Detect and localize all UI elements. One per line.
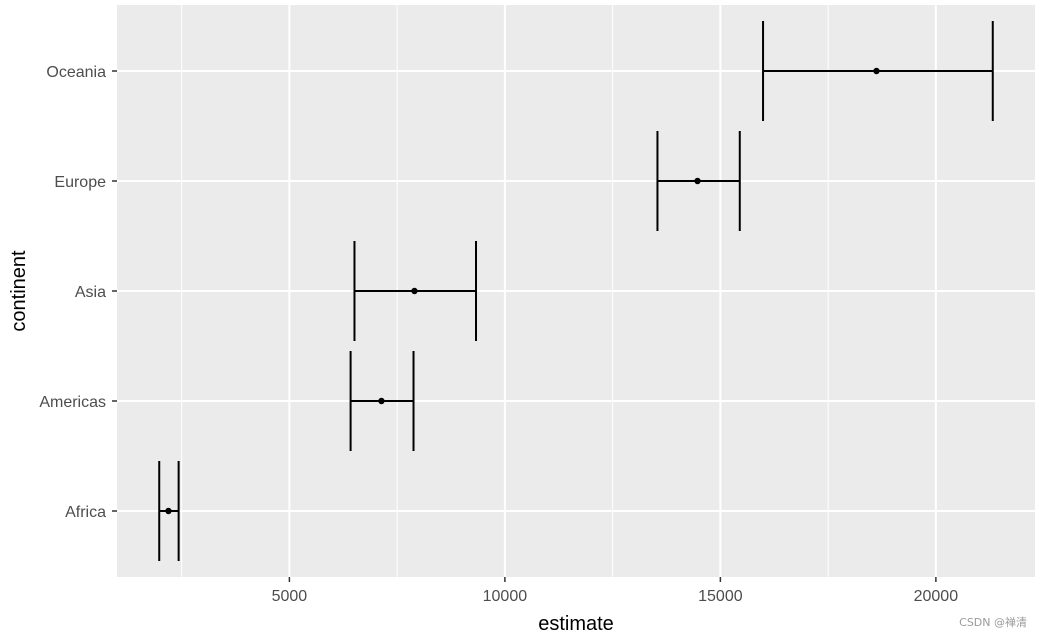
estimate-point [694,177,701,185]
y-axis: Africa Americas Asia Europe Oceania [39,64,117,521]
y-tick-label: Asia [75,284,106,301]
errorbars [158,21,994,561]
estimate-point [411,287,418,295]
y-axis-title: continent [8,250,30,332]
estimate-point [378,397,385,405]
grid-major [117,5,1035,577]
y-tick-label: Europe [54,174,106,191]
x-tick-label: 20000 [914,588,959,605]
watermark: CSDN @禅清 [959,616,1027,629]
y-tick-label: Africa [65,504,106,521]
x-axis: 5000 10000 15000 20000 [272,577,959,605]
points [165,67,880,515]
x-axis-title: estimate [538,613,614,635]
y-tick-label: Oceania [46,64,106,81]
x-tick-label: 15000 [698,588,743,605]
y-tick-label: Americas [39,394,106,411]
estimate-point [873,67,880,75]
x-tick-label: 5000 [272,588,308,605]
estimate-point [165,507,172,515]
x-tick-label: 10000 [483,588,528,605]
